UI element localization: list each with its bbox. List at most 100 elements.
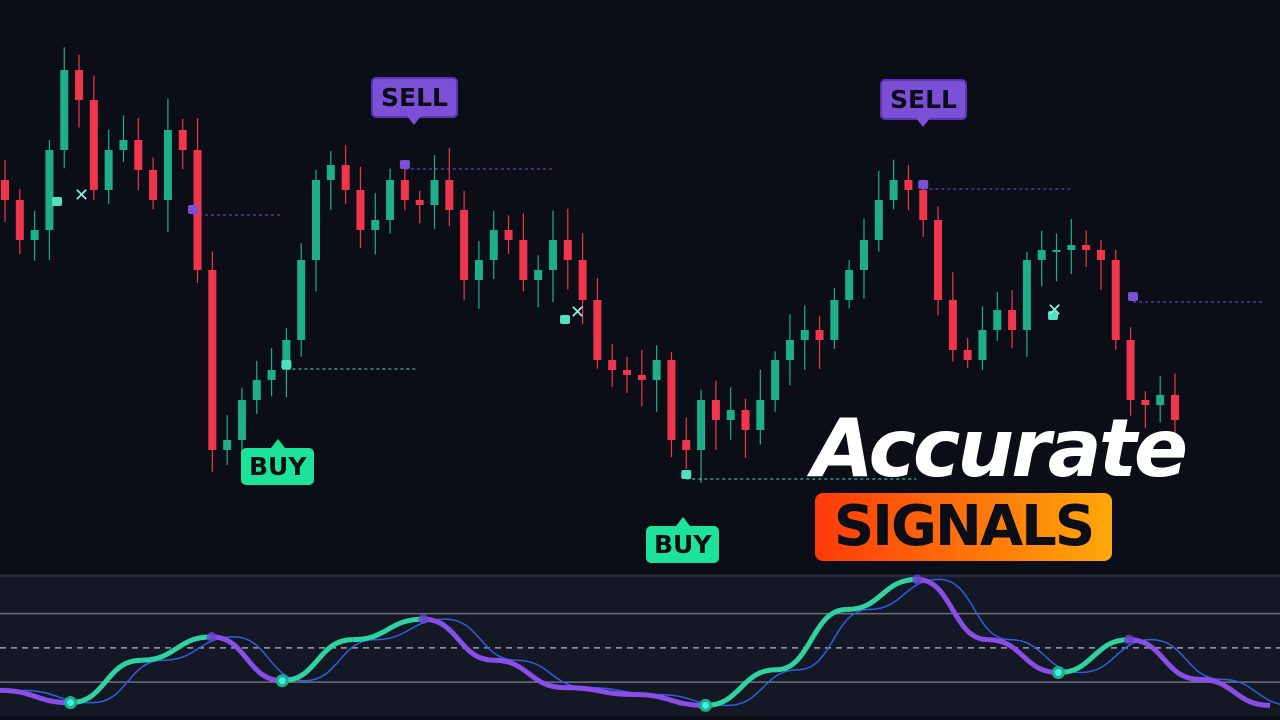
candle-body xyxy=(697,400,706,450)
candle-body xyxy=(1111,260,1120,340)
candle xyxy=(711,380,720,450)
oscillator-segment xyxy=(423,616,495,663)
exit-marker-icon xyxy=(1128,292,1138,301)
candle-body xyxy=(445,180,454,210)
oscillator-sell-dot xyxy=(418,614,429,625)
candle-body xyxy=(963,350,972,360)
candle-body xyxy=(282,340,291,370)
candle xyxy=(978,306,987,371)
oscillator-segment xyxy=(634,691,706,708)
candle xyxy=(119,115,128,162)
candle-body xyxy=(30,230,39,240)
candle xyxy=(682,417,691,470)
candle xyxy=(1022,251,1031,357)
candle xyxy=(45,140,54,260)
candle xyxy=(460,191,469,301)
candle xyxy=(667,351,676,457)
candle xyxy=(800,305,809,370)
candle xyxy=(474,241,483,309)
cross-icon: ✕ xyxy=(1047,300,1062,321)
candle-body xyxy=(430,180,439,205)
candle-body xyxy=(149,170,158,200)
candle-body xyxy=(1156,395,1165,405)
candle xyxy=(1156,376,1165,423)
candle-body xyxy=(1067,245,1076,250)
candle-body xyxy=(1141,400,1150,405)
candle xyxy=(297,243,306,357)
candle-body xyxy=(1171,395,1179,420)
candle-body xyxy=(667,360,676,440)
candle-body xyxy=(178,130,187,150)
candle xyxy=(326,151,335,211)
candle-body xyxy=(1052,250,1061,252)
oscillator-segment xyxy=(987,637,1059,676)
candle-body xyxy=(489,230,498,260)
candle xyxy=(593,278,602,369)
candle-body xyxy=(134,140,143,170)
oscillator-buy-dot xyxy=(699,698,713,712)
candle xyxy=(919,180,928,237)
candle-body xyxy=(948,300,957,350)
candle-body xyxy=(934,220,943,300)
candle xyxy=(889,159,898,210)
oscillator-buy-dot xyxy=(1051,666,1065,680)
oscillator-segment xyxy=(211,634,283,684)
cross-icon: ✕ xyxy=(74,185,89,206)
candle-body xyxy=(356,190,365,230)
candle-body xyxy=(163,130,172,200)
candle xyxy=(371,193,380,255)
candle-body xyxy=(874,200,883,240)
take-profit-marker-icon xyxy=(560,315,570,324)
candle-body xyxy=(1022,260,1031,330)
candle xyxy=(948,272,957,362)
oscillator-segment xyxy=(775,607,847,673)
candle-body xyxy=(889,180,898,200)
oscillator-buy-dot xyxy=(64,696,78,710)
candle-body xyxy=(474,260,483,280)
oscillator-segment xyxy=(1128,637,1200,682)
candle xyxy=(163,98,172,233)
oscillator-buy-dot xyxy=(275,674,289,688)
candle xyxy=(1171,373,1179,451)
candle-body xyxy=(1126,340,1135,400)
candle xyxy=(267,348,276,397)
candle xyxy=(1096,240,1105,291)
candle xyxy=(149,157,158,210)
candle-body xyxy=(415,200,424,205)
candle-body xyxy=(830,300,839,340)
oscillator-sell-dot xyxy=(206,631,217,642)
candle-body xyxy=(815,330,824,340)
candle-body xyxy=(637,375,646,380)
oscillator-segment xyxy=(282,637,353,684)
buy-signal-label: BUY xyxy=(241,439,315,485)
candle-body xyxy=(1037,250,1046,260)
candle xyxy=(178,118,187,170)
candle xyxy=(504,215,513,254)
oscillator-segment xyxy=(70,657,142,706)
candle-body xyxy=(208,270,217,450)
candle xyxy=(312,170,321,292)
candle-body xyxy=(75,70,84,100)
oscillator-segment xyxy=(564,685,636,697)
candle xyxy=(785,314,794,386)
candle xyxy=(415,190,424,224)
candle xyxy=(845,259,854,309)
candle-body xyxy=(593,300,602,360)
candle-body xyxy=(548,240,557,270)
candle-body xyxy=(845,270,854,300)
candle xyxy=(741,398,750,458)
candle xyxy=(637,349,646,407)
candle xyxy=(356,166,365,249)
oscillator-segment xyxy=(493,657,565,691)
candle-body xyxy=(904,180,913,190)
oscillator-sell-dot xyxy=(912,574,923,585)
candle xyxy=(726,387,735,440)
candle-body xyxy=(237,400,246,440)
oscillator-segment xyxy=(352,616,424,643)
candle xyxy=(697,389,706,483)
candle xyxy=(1111,249,1120,350)
candle-body xyxy=(223,440,232,450)
candle xyxy=(993,291,1002,341)
candle-body xyxy=(1,180,9,200)
